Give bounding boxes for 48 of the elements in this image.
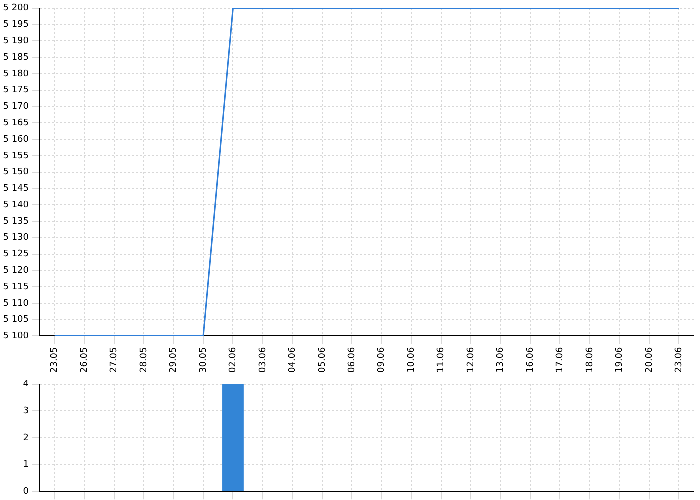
x-tick-label: 18.06	[585, 346, 596, 373]
y-tick-label: 5 130	[3, 233, 30, 244]
x-tick-label: 26.05	[80, 347, 90, 373]
y-tick-label: 5 105	[3, 315, 29, 326]
y-tick-label: 5 190	[3, 36, 30, 47]
y-tick-label: 5 100	[3, 332, 30, 342]
y-tick-label: 5 110	[3, 298, 30, 309]
x-tick-label: 06.06	[347, 346, 358, 373]
x-tick-label: 02.06	[228, 346, 239, 373]
x-tick-label: 17.06	[556, 346, 566, 373]
y-tick-label: 0	[23, 486, 30, 497]
x-tick-label: 13.06	[496, 346, 506, 373]
x-tick-label: 03.06	[258, 346, 268, 373]
x-tick-label: 23.06	[674, 346, 684, 373]
x-tick-label: 12.06	[466, 346, 476, 373]
y-tick-label: 5 185	[3, 52, 29, 63]
x-tick-label: 29.05	[169, 347, 180, 373]
x-tick-label: 20.06	[644, 346, 655, 373]
y-tick-label: 5 125	[3, 250, 29, 260]
y-tick-label: 5 180	[3, 69, 30, 80]
y-tick-label: 3	[23, 406, 29, 417]
y-tick-label: 5 155	[3, 151, 29, 162]
x-tick-label: 19.06	[615, 346, 626, 373]
y-tick-label: 5 140	[3, 200, 30, 210]
x-tick-label: 30.05	[198, 347, 209, 373]
x-tick-label: 09.06	[377, 346, 388, 373]
y-tick-label: 4	[23, 380, 30, 390]
y-tick-label: 5 160	[3, 134, 30, 145]
y-tick-label: 5 200	[3, 4, 30, 14]
y-tick-label: 5 165	[3, 118, 29, 128]
y-tick-label: 1	[23, 460, 29, 470]
x-tick-label: 11.06	[436, 346, 447, 373]
x-tick-label: 10.06	[406, 346, 417, 373]
x-tick-label: 05.06	[318, 346, 328, 373]
y-tick-label: 2	[23, 433, 29, 444]
y-tick-label: 5 120	[3, 266, 30, 276]
y-tick-label: 5 175	[3, 86, 29, 96]
x-tick-label: 28.05	[139, 347, 150, 373]
x-tick-label: 27.05	[110, 347, 120, 373]
x-tick-label: 23.05	[50, 347, 60, 373]
y-tick-label: 5 170	[3, 102, 30, 112]
y-tick-label: 5 135	[3, 216, 29, 227]
y-tick-label: 5 195	[3, 20, 29, 30]
x-tick-label: 04.06	[288, 346, 298, 373]
y-tick-label: 5 115	[3, 282, 29, 292]
y-tick-label: 5 145	[3, 184, 29, 194]
x-tick-label: 16.06	[526, 346, 536, 373]
y-tick-label: 5 150	[3, 168, 30, 178]
